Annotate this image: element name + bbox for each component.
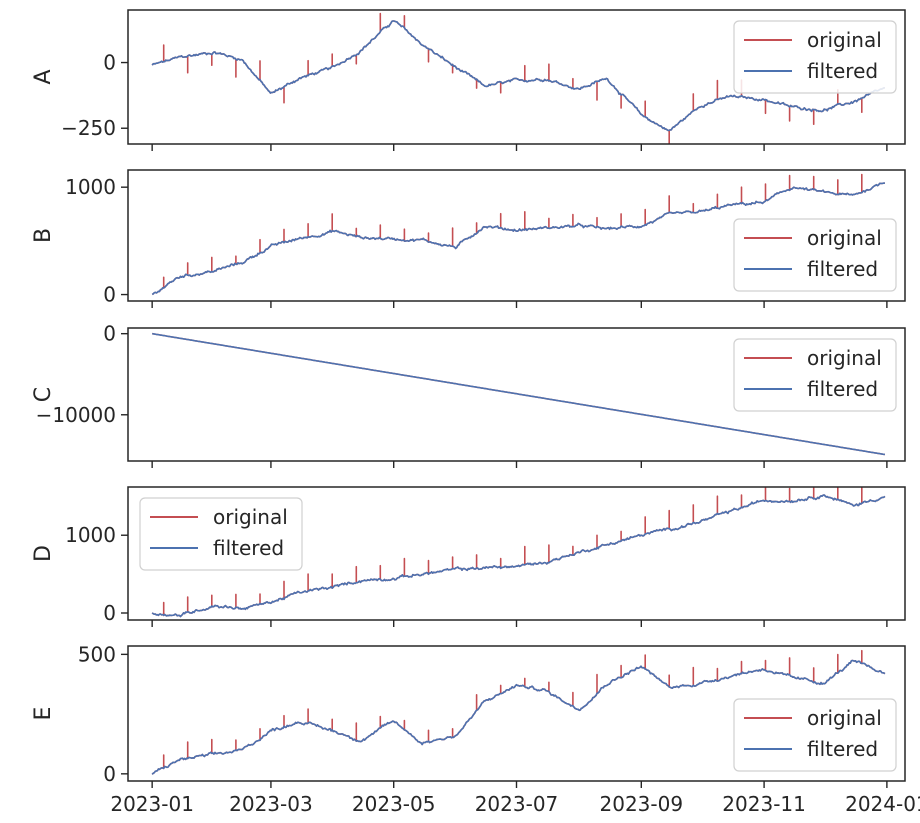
y-tick-label: 1000 [65,175,116,199]
x-tick-label: 2023-07 [475,792,559,816]
series-filtered-line [152,332,886,456]
legend-label-original: original [213,505,288,529]
legend: original filtered [733,20,897,94]
subplot-e: 500 0 E 2023-01 2023-03 2023-05 2023-07 2023-09… [31,642,920,816]
legend-label-filtered: filtered [807,377,878,401]
legend-label-filtered: filtered [807,737,878,761]
x-tick-label: 2023-11 [722,792,806,816]
legend-label-original: original [807,346,882,370]
series-filtered-line [151,494,886,618]
legend: original filtered [733,218,897,292]
legend-label-filtered: filtered [807,257,878,281]
x-tick-label: 2023-09 [600,792,684,816]
legend-label-filtered: filtered [213,536,284,560]
legend-label-original: original [807,226,882,250]
legend: original filtered [139,497,303,571]
y-axis-label: E [31,707,56,721]
y-tick-label: 0 [103,762,116,786]
series-filtered-line [151,659,886,775]
y-axis-label: D [31,545,56,562]
subplot-b: 1000 0 B original filtered [31,169,906,308]
x-tick-label: 2023-05 [352,792,436,816]
legend-label-original: original [807,706,882,730]
x-tick-label: 2023-01 [110,792,194,816]
y-tick-label: 1000 [65,523,116,547]
y-tick-label: 0 [103,322,116,346]
y-tick-label: 0 [103,283,116,307]
legend: original filtered [733,338,897,412]
x-tick-label: 2023-03 [229,792,313,816]
y-tick-label: −10000 [36,403,116,427]
y-tick-label: 0 [103,601,116,625]
series-filtered-line [151,20,885,132]
y-tick-label: 500 [78,642,116,666]
legend-label-original: original [807,28,882,52]
legend: original filtered [733,698,897,772]
series-filtered-line [151,182,885,296]
x-tick-label: 2024-01 [845,792,920,816]
y-axis-label: C [31,387,56,402]
y-tick-label: 0 [103,51,116,75]
legend-label-filtered: filtered [807,59,878,83]
y-tick-label: −250 [61,116,116,140]
y-axis-label: A [31,69,56,84]
y-axis-label: B [31,228,56,243]
